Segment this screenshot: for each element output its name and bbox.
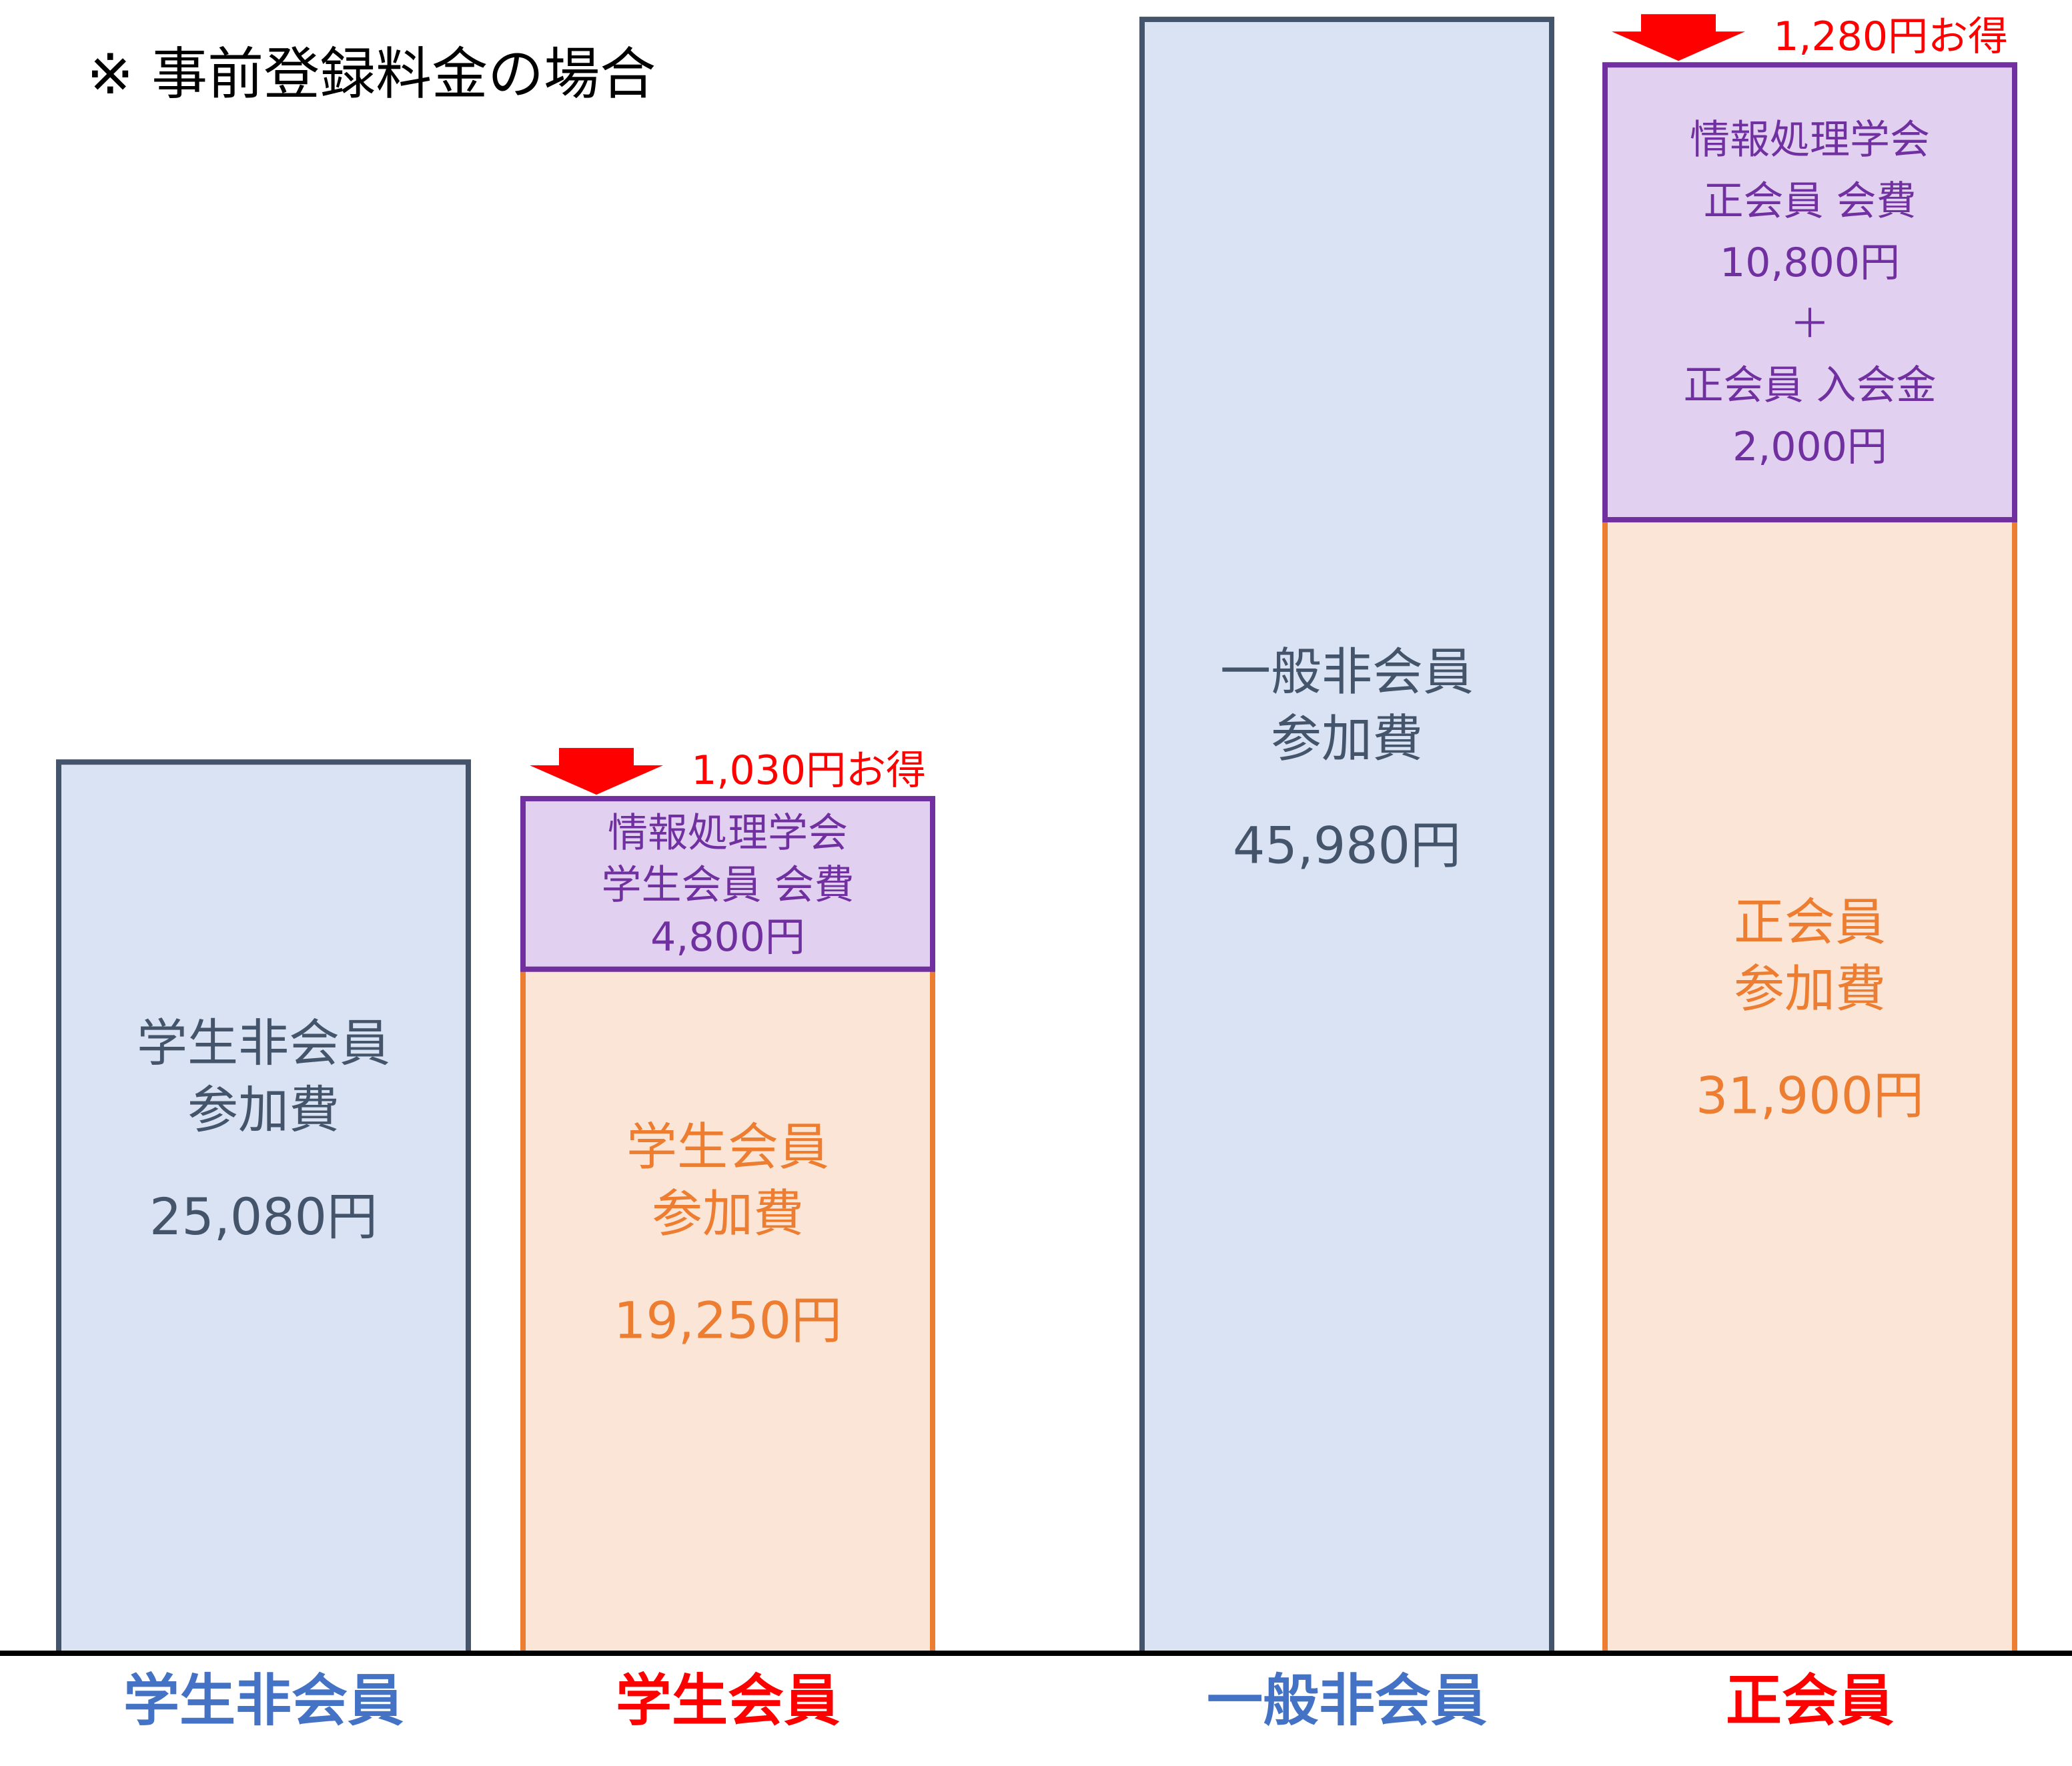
- saving-label: 1,030円お得: [691, 747, 926, 794]
- fee-label-line: 参加費: [187, 1080, 340, 1140]
- registration-note: ※ 事前登録料金の場合: [87, 41, 656, 107]
- membership-label-line: 情報処理学会: [1690, 117, 1930, 163]
- membership-label-line: 正会員 会費: [1703, 178, 1916, 225]
- fee-label-line: 参加費: [652, 1184, 804, 1243]
- saving-arrow-icon: [1612, 31, 1745, 61]
- saving-arrow-shaft: [559, 748, 634, 769]
- bar-fee-2: [1139, 17, 1554, 1656]
- fee-value: 45,980円: [1233, 816, 1461, 875]
- fee-value: 19,250円: [614, 1290, 842, 1350]
- saving-label: 1,280円お得: [1773, 13, 2008, 60]
- category-label: 学生会員: [616, 1668, 840, 1733]
- fee-label-line: 学生会員: [626, 1117, 829, 1176]
- membership-label-line: 情報処理学会: [608, 810, 848, 857]
- membership-label-line: ＋: [1790, 301, 1830, 348]
- category-label: 一般非会員: [1207, 1668, 1487, 1733]
- fee-value: 31,900円: [1696, 1065, 1924, 1125]
- membership-label-line: 4,800円: [650, 914, 805, 961]
- fee-label-line: 正会員: [1734, 892, 1886, 951]
- bar-fee-0: [56, 759, 471, 1656]
- fee-value: 25,080円: [149, 1187, 378, 1246]
- saving-arrow-icon: [530, 765, 663, 795]
- fee-label-line: 一般非会員: [1220, 642, 1474, 702]
- bar-membership-3: [1602, 62, 2017, 522]
- bar-fee-1: [520, 965, 935, 1656]
- category-label: 正会員: [1726, 1668, 1894, 1733]
- membership-label-line: 学生会員 会費: [601, 862, 854, 909]
- membership-label-line: 10,800円: [1720, 240, 1900, 286]
- fee-label-line: 学生非会員: [137, 1013, 390, 1073]
- saving-arrow-shaft: [1641, 14, 1716, 35]
- category-label: 学生非会員: [123, 1668, 404, 1733]
- bar-membership-1: [520, 796, 935, 972]
- membership-label-line: 正会員 入会金: [1683, 362, 1936, 409]
- bar-fee-3: [1602, 515, 2017, 1656]
- fee-label-line: 参加費: [1271, 709, 1423, 769]
- fee-label-line: 参加費: [1734, 959, 1886, 1018]
- membership-label-line: 2,000円: [1732, 424, 1887, 470]
